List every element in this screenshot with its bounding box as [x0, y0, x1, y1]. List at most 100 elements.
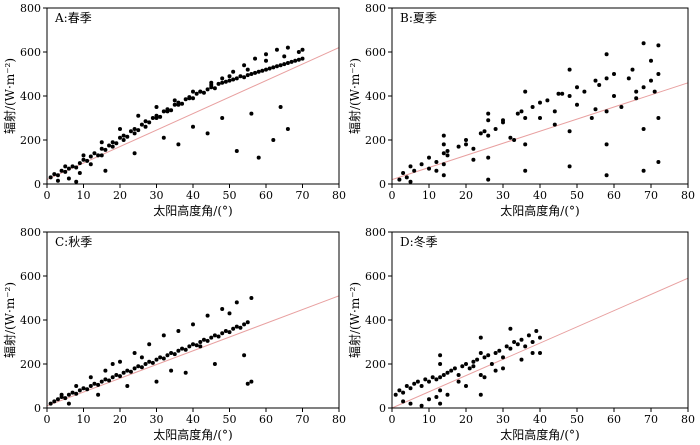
- data-point: [107, 378, 112, 383]
- data-point: [427, 155, 431, 160]
- x-tick-label: 40: [186, 413, 200, 426]
- data-point: [63, 396, 68, 401]
- x-tick-label: 60: [259, 189, 273, 202]
- y-tick-label: 200: [365, 134, 386, 147]
- data-point: [132, 366, 137, 371]
- data-point: [560, 91, 565, 96]
- data-point: [471, 146, 476, 151]
- data-point: [441, 151, 446, 156]
- x-tick-label: 20: [113, 413, 127, 426]
- data-point: [176, 142, 181, 147]
- data-point: [223, 329, 228, 333]
- y-tick-label: 800: [365, 2, 386, 15]
- x-tick-label: 70: [296, 413, 310, 426]
- data-point: [567, 129, 572, 134]
- data-point: [231, 69, 236, 74]
- data-point: [169, 108, 174, 113]
- data-point: [143, 119, 148, 124]
- data-point: [158, 114, 163, 119]
- data-point: [55, 173, 60, 178]
- data-point: [501, 355, 505, 360]
- data-point: [452, 366, 457, 371]
- data-point: [512, 340, 517, 344]
- data-point: [191, 124, 195, 129]
- data-point: [59, 168, 64, 173]
- data-point: [300, 47, 305, 52]
- data-point: [128, 369, 133, 374]
- data-point: [110, 375, 115, 380]
- data-point: [216, 334, 221, 339]
- data-point: [464, 362, 468, 366]
- data-point: [70, 390, 75, 395]
- panel-label: D:冬季: [400, 234, 438, 249]
- y-tick-label: 800: [365, 226, 386, 239]
- data-point: [552, 109, 557, 114]
- data-point: [464, 138, 468, 142]
- data-point: [187, 96, 192, 101]
- data-point: [77, 161, 82, 166]
- data-point: [493, 127, 498, 131]
- data-point: [110, 362, 115, 366]
- fit-line: [46, 47, 340, 181]
- data-point: [169, 351, 174, 355]
- panel-summer: 0 10 20 30 40 50 60 70 800200400600800B:夏季太阳高度角/…: [347, 2, 695, 218]
- data-point: [575, 102, 579, 107]
- y-tick-label: 800: [20, 226, 41, 239]
- data-point: [493, 351, 498, 355]
- data-point: [191, 322, 195, 327]
- data-point: [412, 381, 417, 386]
- data-point: [165, 353, 170, 358]
- data-point: [589, 116, 594, 120]
- data-point: [597, 83, 602, 87]
- data-point: [567, 94, 572, 98]
- data-point: [401, 390, 406, 395]
- data-point: [441, 133, 446, 138]
- data-point: [249, 111, 254, 116]
- data-point: [604, 52, 609, 57]
- data-point: [397, 177, 402, 182]
- data-point: [150, 360, 155, 365]
- data-point: [169, 368, 174, 373]
- data-point: [282, 62, 287, 67]
- x-tick-label: 50: [223, 413, 237, 426]
- data-point: [110, 140, 115, 145]
- data-point: [512, 138, 517, 142]
- data-point: [63, 164, 68, 169]
- data-point: [427, 379, 431, 384]
- data-point: [92, 151, 97, 156]
- data-point: [264, 58, 268, 63]
- data-point: [216, 81, 221, 86]
- data-point: [209, 80, 214, 85]
- data-point: [165, 109, 170, 114]
- data-point: [136, 113, 141, 118]
- data-point: [209, 335, 214, 340]
- data-point: [139, 365, 144, 370]
- data-point: [154, 379, 159, 384]
- data-point: [242, 353, 247, 358]
- x-tick-label: 20: [459, 413, 473, 426]
- data-point: [415, 379, 420, 384]
- data-point: [641, 85, 646, 90]
- data-point: [212, 333, 217, 338]
- data-point: [191, 96, 195, 101]
- data-point: [575, 85, 579, 90]
- data-point: [99, 153, 104, 158]
- data-point: [293, 58, 298, 63]
- x-axis-label: 太阳高度角/(°): [153, 427, 232, 442]
- y-tick-label: 400: [365, 90, 386, 103]
- data-point: [434, 377, 439, 382]
- data-point: [478, 335, 483, 340]
- x-tick-label: 0: [389, 413, 396, 426]
- data-point: [504, 344, 509, 349]
- data-point: [649, 58, 653, 63]
- data-point: [478, 131, 483, 136]
- data-point: [205, 313, 210, 318]
- data-point: [191, 342, 195, 347]
- data-point: [285, 61, 290, 65]
- data-point: [493, 368, 498, 373]
- data-point: [161, 109, 166, 114]
- data-point: [136, 364, 141, 369]
- data-point: [456, 373, 461, 377]
- data-point: [150, 116, 155, 120]
